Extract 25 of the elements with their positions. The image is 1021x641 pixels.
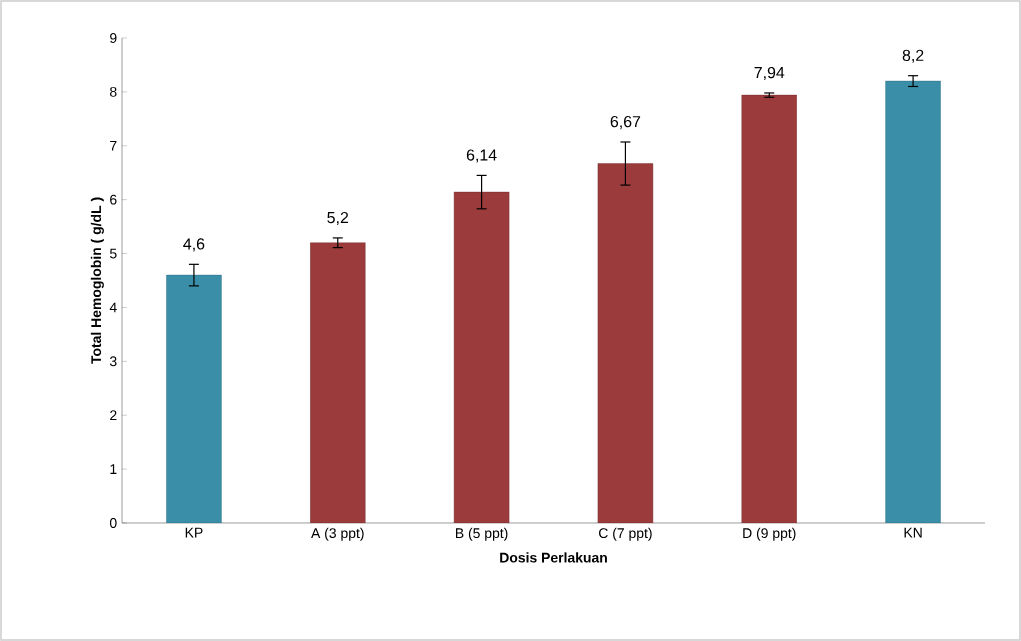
y-tick-label: 2: [110, 410, 117, 421]
y-tick-label: 4: [109, 302, 117, 313]
data-label: 6,14: [466, 149, 497, 163]
x-axis-title: Dosis Perlakuan: [500, 552, 607, 563]
y-tick-label: 5: [109, 248, 117, 259]
y-tick-label: 8: [110, 86, 117, 97]
bar: [310, 242, 366, 523]
y-tick-label: 3: [109, 356, 117, 367]
y-tick-label: 7: [110, 140, 117, 151]
x-tick-label: D (9 ppt): [743, 527, 796, 541]
y-tick-label: 6: [110, 194, 117, 205]
data-label: 7,94: [754, 66, 785, 81]
data-label: 5,2: [327, 211, 349, 226]
data-label: 4,6: [183, 238, 205, 252]
y-tick-label: 9: [110, 33, 117, 43]
y-tick-label: 1: [110, 464, 117, 474]
y-tick-label: 0: [109, 518, 117, 528]
x-tick-label: C (7 ppt): [599, 527, 652, 541]
x-tick-label: KP: [185, 527, 203, 538]
x-tick-label: A (3 ppt): [311, 527, 364, 541]
y-axis-title: Total Hemoglobin ( g/dL ): [90, 197, 104, 364]
x-tick-label: KN: [904, 527, 922, 538]
data-label: 8,2: [902, 49, 924, 63]
x-tick-label: B (5 ppt): [455, 527, 508, 541]
data-label: 6,67: [610, 115, 641, 130]
